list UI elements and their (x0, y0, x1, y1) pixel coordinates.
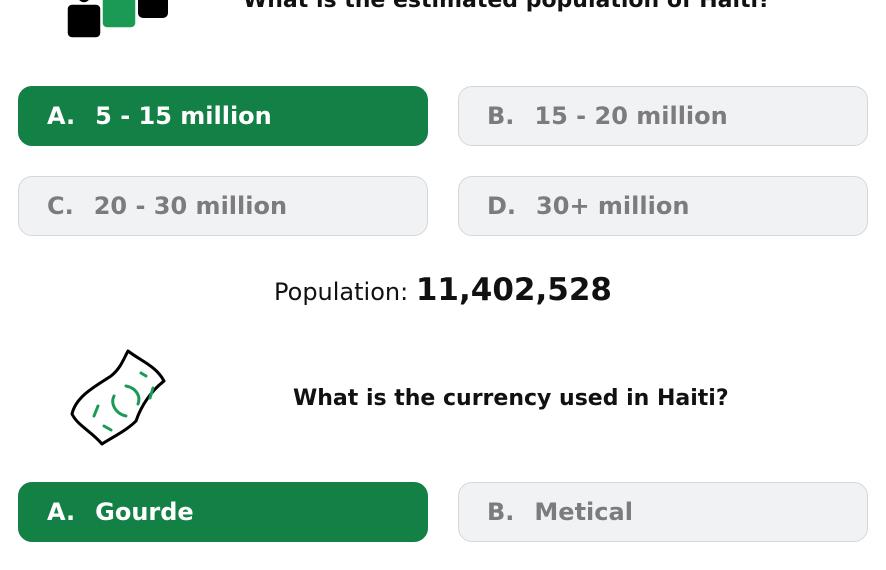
option-d[interactable]: D. 30+ million (458, 176, 868, 236)
question-title: What is the currency used in Haiti? (293, 386, 729, 411)
money-bill-icon (70, 349, 166, 446)
option-label: 30+ million (536, 192, 690, 220)
option-letter: A. (47, 498, 76, 526)
option-label: 15 - 20 million (534, 102, 728, 130)
option-label: 20 - 30 million (93, 192, 288, 220)
option-letter: B. (487, 498, 515, 526)
option-b[interactable]: B. 15 - 20 million (458, 86, 868, 146)
option-letter: D. (487, 192, 517, 220)
option-label: Metical (534, 498, 633, 526)
option-letter: B. (487, 102, 515, 130)
option-label: 5 - 15 million (95, 102, 272, 130)
option-label: Gourde (95, 498, 194, 526)
question-title: What is the estimated population of Hait… (243, 0, 771, 13)
population-value: 11,402,528 (415, 272, 612, 308)
population-result: Population: 11,402,528 (0, 272, 886, 308)
population-label: Population: (274, 278, 409, 306)
option-a[interactable]: A. Gourde (18, 482, 428, 542)
option-c[interactable]: C. 20 - 30 million (18, 176, 428, 236)
option-letter: C. (47, 192, 74, 220)
option-a[interactable]: A. 5 - 15 million (18, 86, 428, 146)
people-icon (66, 0, 168, 38)
option-b[interactable]: B. Metical (458, 482, 868, 542)
option-letter: A. (47, 102, 76, 130)
